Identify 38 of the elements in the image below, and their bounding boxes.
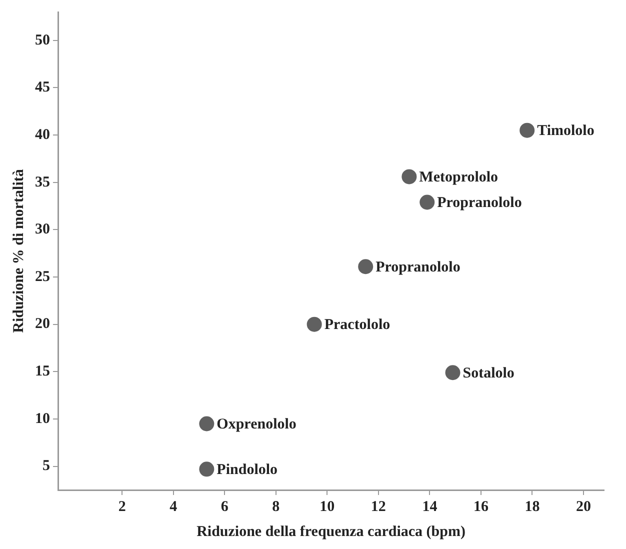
y-tick-label: 20 [35,316,50,332]
point [420,194,435,210]
point [358,259,374,274]
y-tick-label: 40 [35,126,50,143]
annotation: Oxprenololo [216,416,296,433]
y-tick-label: 25 [35,268,50,285]
point [306,316,322,332]
y-tick-label: 30 [35,222,50,238]
x-tick-label: 16 [473,498,489,515]
point [445,365,460,380]
y-axis-title: Riduzione % di mortalità [10,168,27,333]
y-tick-label: 45 [35,80,50,96]
x-tick-label: 14 [422,498,438,515]
point [402,169,417,184]
y-tick-label: 50 [35,32,50,48]
annotation: Metoprololo [419,170,498,186]
annotation: Pindololo [216,462,278,478]
annotation: Propranololo [376,259,460,276]
x-tick-label: 12 [370,498,386,515]
x-tick-label: 10 [320,498,335,515]
x-tick-label: 6 [220,498,229,515]
y-tick-label: 35 [35,174,50,190]
point [520,122,535,138]
x-axis-title: Riduzione della frequenza cardiaca (bpm) [196,524,466,540]
point [199,462,214,477]
point [199,416,214,432]
annotation: Sotalolo [462,366,514,382]
y-tick-label: 15 [35,364,50,380]
annotation: Timololo [537,123,594,140]
x-tick-label: 20 [576,498,591,515]
x-tick-label: 4 [170,498,178,515]
y-tick-label: 10 [35,410,50,427]
x-tick-label: 18 [524,498,540,515]
x-tick-label: 8 [272,498,280,515]
annotation: Propranololo [437,195,522,212]
y-tick-label: 5 [42,458,50,474]
annotation: Practololo [324,317,390,334]
x-tick-label: 2 [118,498,126,515]
